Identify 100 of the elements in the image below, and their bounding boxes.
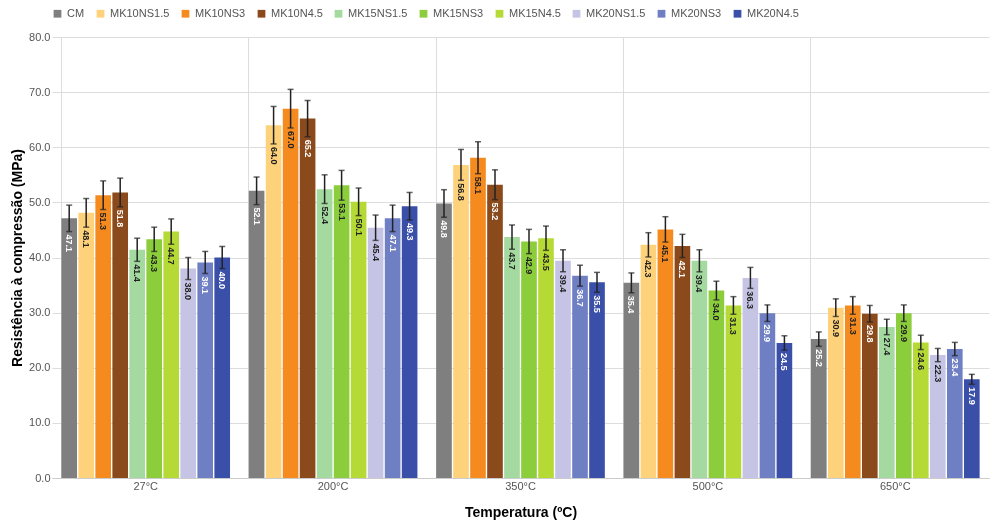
bar [299, 118, 316, 478]
data-label: 48.1 [81, 230, 92, 248]
bar [248, 190, 265, 478]
data-label: 52.1 [251, 207, 262, 226]
data-label: 24.6 [915, 352, 926, 371]
bar [384, 218, 401, 478]
bar [487, 184, 503, 478]
bar [555, 260, 571, 478]
data-label: 58.1 [472, 176, 483, 195]
bar [742, 277, 759, 478]
data-label: 44.7 [166, 247, 177, 265]
bar [112, 192, 129, 478]
bar [316, 189, 333, 478]
data-label: 51.8 [115, 209, 126, 228]
data-label: 31.3 [728, 317, 739, 335]
legend-label: MK15N4.5 [509, 6, 561, 19]
y-tick-label: 80.0 [29, 30, 51, 43]
bar [95, 195, 112, 478]
data-label: 42.1 [677, 260, 688, 279]
bar [367, 227, 384, 478]
bar [929, 355, 946, 478]
data-label: 42.9 [524, 256, 534, 275]
data-label: 25.2 [813, 349, 824, 367]
bar [61, 218, 78, 478]
data-label: 49.8 [438, 220, 449, 238]
data-label: 22.3 [932, 364, 943, 383]
bar [453, 164, 469, 478]
bar [810, 339, 827, 478]
data-label: 41.4 [132, 264, 143, 282]
data-label: 50.1 [353, 218, 364, 237]
data-label: 38.0 [183, 282, 194, 301]
bar [129, 249, 146, 478]
bar [521, 241, 537, 478]
data-label: 56.8 [455, 183, 466, 201]
y-tick-label: 40.0 [29, 251, 51, 263]
data-label: 29.8 [864, 325, 875, 343]
data-label: 35.4 [626, 295, 637, 314]
bar [214, 257, 231, 478]
bar [895, 313, 912, 478]
data-label: 47.1 [387, 234, 398, 253]
data-label: 36.7 [575, 289, 586, 307]
data-label: 53.1 [336, 203, 347, 221]
bar [401, 206, 418, 478]
data-label: 36.3 [745, 291, 756, 309]
data-label: 34.0 [711, 302, 722, 321]
data-label: 24.5 [779, 353, 790, 371]
bar [333, 185, 350, 478]
legend-label: CM [67, 6, 85, 19]
bar [946, 349, 963, 478]
bar [572, 275, 588, 478]
data-label: 43.7 [507, 252, 517, 270]
data-label: 39.1 [200, 276, 211, 295]
data-label: 53.2 [490, 202, 500, 221]
bar [657, 229, 674, 478]
bar [912, 342, 929, 478]
data-label: 31.3 [847, 317, 858, 335]
y-tick-label: 70.0 [29, 85, 51, 98]
bar [504, 237, 520, 478]
bar [265, 125, 282, 478]
bar [844, 305, 861, 478]
data-label: 45.1 [660, 245, 671, 263]
data-label: 43.5 [541, 253, 551, 271]
bar [623, 282, 640, 478]
legend-label: MK20NS1.5 [586, 6, 646, 19]
bar [691, 260, 708, 478]
data-label: 40.0 [217, 271, 228, 290]
bar [538, 238, 554, 478]
legend-label: MK20N4.5 [747, 6, 799, 19]
y-tick-label: 60.0 [29, 140, 51, 153]
legend-label: MK15NS3 [433, 6, 484, 19]
bar [197, 262, 214, 478]
x-tick-label: 27°C [133, 479, 159, 492]
data-label: 43.3 [149, 254, 160, 272]
bar [708, 290, 725, 478]
y-axis-title: Resistência à compressão (MPa) [9, 149, 26, 367]
data-label: 27.4 [881, 337, 892, 356]
bar [674, 245, 691, 478]
data-label: 30.9 [830, 319, 841, 338]
data-label: 17.9 [966, 387, 977, 405]
y-tick-label: 30.0 [29, 306, 51, 319]
data-label: 39.4 [558, 274, 569, 293]
bar [180, 268, 197, 478]
bar [78, 212, 95, 478]
y-tick-label: 0.0 [35, 471, 51, 484]
x-tick-label: 350°C [505, 479, 536, 492]
data-label: 29.9 [898, 324, 909, 342]
data-label: 51.3 [98, 212, 109, 231]
x-tick-label: 200°C [317, 479, 349, 492]
bar [759, 313, 776, 478]
legend-label: MK15NS1.5 [348, 6, 408, 19]
bar [776, 342, 793, 478]
bar [470, 157, 486, 478]
data-label: 47.1 [64, 234, 75, 253]
bar [589, 282, 605, 478]
data-label: 45.4 [370, 243, 381, 261]
y-tick-label: 50.0 [29, 195, 51, 208]
x-tick-label: 650°C [879, 479, 911, 492]
bar [878, 326, 895, 478]
bar [827, 307, 844, 478]
bar [350, 201, 367, 478]
